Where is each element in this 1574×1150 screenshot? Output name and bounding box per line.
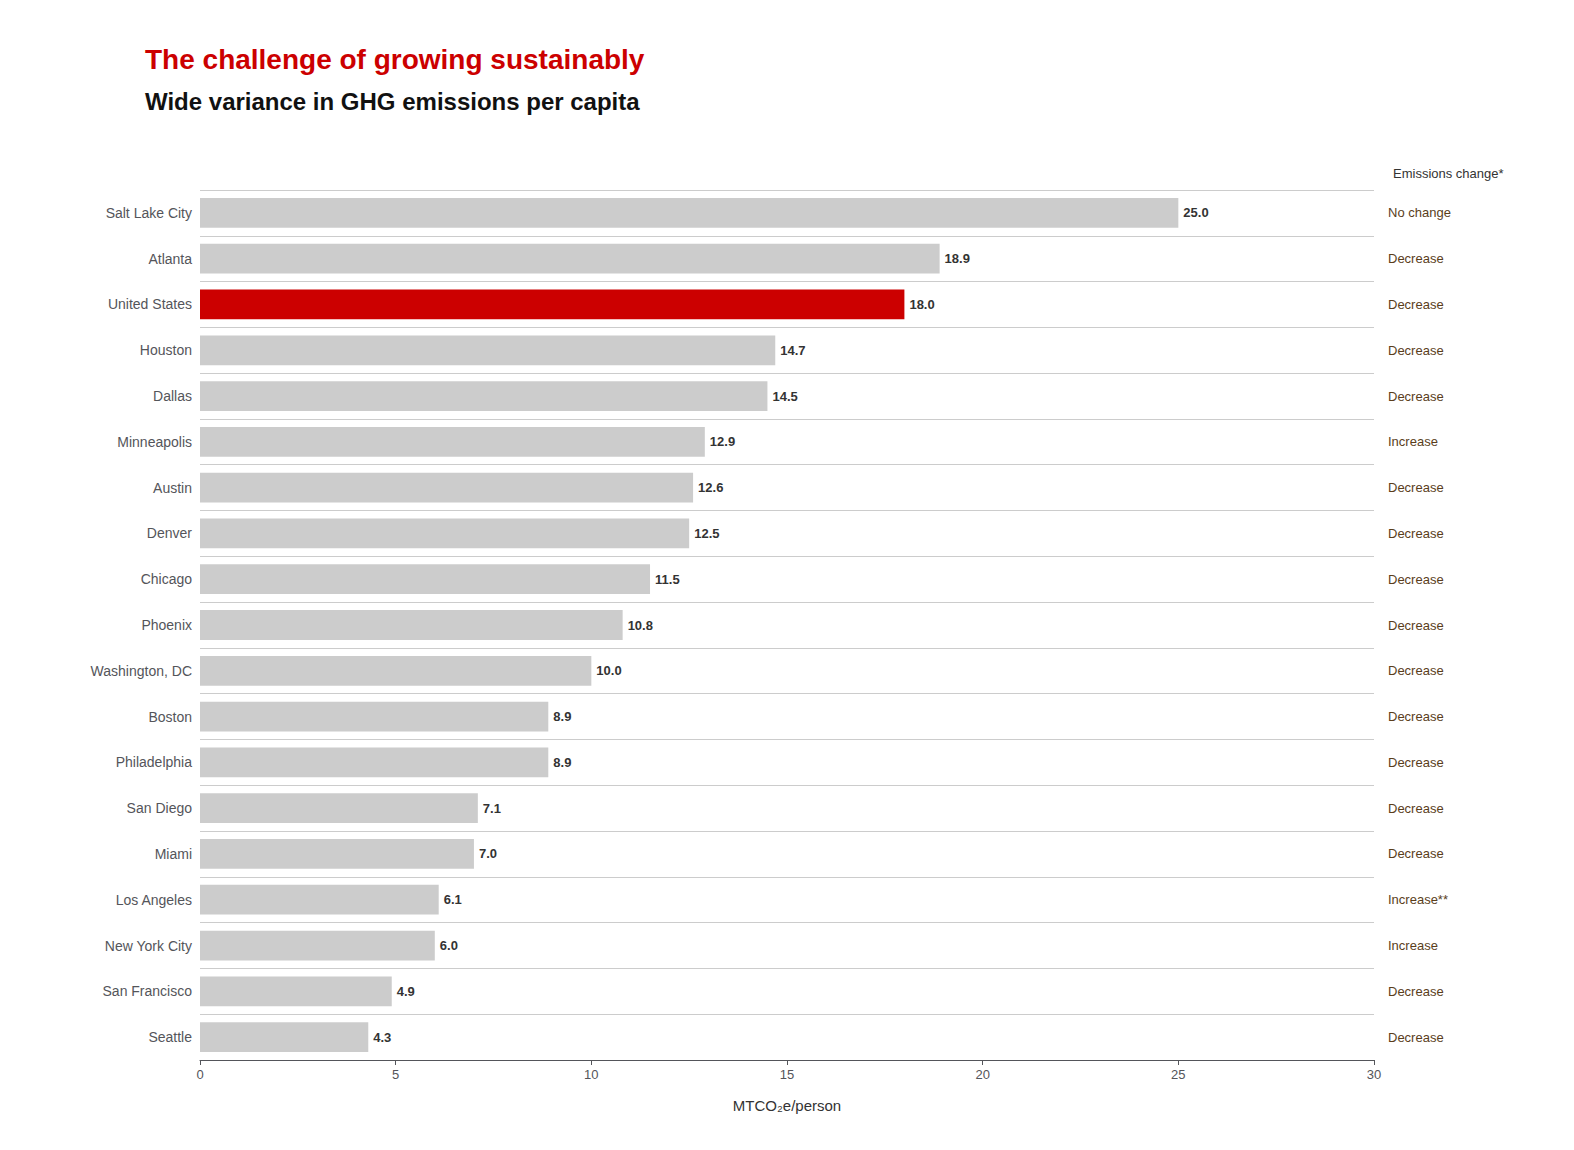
svg-text:Houston: Houston xyxy=(140,342,192,358)
svg-text:7.1: 7.1 xyxy=(483,801,501,816)
svg-text:San Diego: San Diego xyxy=(127,800,193,816)
svg-text:Decrease: Decrease xyxy=(1388,297,1444,312)
svg-text:Decrease: Decrease xyxy=(1388,755,1444,770)
svg-text:11.5: 11.5 xyxy=(655,572,680,587)
svg-text:MTCO₂e/person: MTCO₂e/person xyxy=(733,1097,841,1114)
svg-text:Chicago: Chicago xyxy=(141,571,193,587)
svg-text:Decrease: Decrease xyxy=(1388,572,1444,587)
svg-text:8.9: 8.9 xyxy=(553,709,571,724)
svg-text:San Francisco: San Francisco xyxy=(103,983,193,999)
svg-text:Increase: Increase xyxy=(1388,938,1438,953)
svg-text:New York City: New York City xyxy=(105,938,192,954)
svg-text:Los Angeles: Los Angeles xyxy=(116,892,192,908)
svg-text:Phoenix: Phoenix xyxy=(141,617,192,633)
svg-text:25.0: 25.0 xyxy=(1183,205,1208,220)
svg-text:Salt Lake City: Salt Lake City xyxy=(106,205,192,221)
svg-text:Decrease: Decrease xyxy=(1388,801,1444,816)
svg-text:Decrease: Decrease xyxy=(1388,709,1444,724)
svg-text:Dallas: Dallas xyxy=(153,388,192,404)
svg-text:Decrease: Decrease xyxy=(1388,389,1444,404)
svg-text:Increase: Increase xyxy=(1388,434,1438,449)
svg-text:Emissions change*: Emissions change* xyxy=(1393,166,1504,181)
svg-text:12.5: 12.5 xyxy=(694,526,719,541)
svg-text:Decrease: Decrease xyxy=(1388,480,1444,495)
svg-text:Decrease: Decrease xyxy=(1388,984,1444,999)
svg-text:20: 20 xyxy=(975,1067,989,1082)
svg-text:10.0: 10.0 xyxy=(596,663,621,678)
svg-text:0: 0 xyxy=(196,1067,203,1082)
svg-text:United States: United States xyxy=(108,296,192,312)
svg-text:Washington, DC: Washington, DC xyxy=(91,663,192,679)
svg-text:The challenge of growing susta: The challenge of growing sustainably xyxy=(145,44,645,75)
svg-text:8.9: 8.9 xyxy=(553,755,571,770)
svg-text:Minneapolis: Minneapolis xyxy=(117,434,192,450)
svg-text:10.8: 10.8 xyxy=(628,618,653,633)
svg-text:6.1: 6.1 xyxy=(444,892,462,907)
svg-text:Atlanta: Atlanta xyxy=(148,251,192,267)
svg-text:4.3: 4.3 xyxy=(373,1030,391,1045)
svg-text:Miami: Miami xyxy=(155,846,192,862)
svg-text:Austin: Austin xyxy=(153,480,192,496)
svg-text:15: 15 xyxy=(780,1067,794,1082)
svg-text:Decrease: Decrease xyxy=(1388,663,1444,678)
svg-text:No change: No change xyxy=(1388,205,1451,220)
svg-text:25: 25 xyxy=(1171,1067,1185,1082)
svg-text:Decrease: Decrease xyxy=(1388,846,1444,861)
svg-text:18.9: 18.9 xyxy=(945,251,970,266)
svg-text:Wide variance in GHG emissions: Wide variance in GHG emissions per capit… xyxy=(145,88,640,115)
svg-text:Seattle: Seattle xyxy=(148,1029,192,1045)
svg-text:Decrease: Decrease xyxy=(1388,251,1444,266)
svg-text:10: 10 xyxy=(584,1067,598,1082)
svg-text:12.9: 12.9 xyxy=(710,434,735,449)
svg-text:6.0: 6.0 xyxy=(440,938,458,953)
svg-text:12.6: 12.6 xyxy=(698,480,723,495)
svg-text:Decrease: Decrease xyxy=(1388,618,1444,633)
svg-text:30: 30 xyxy=(1367,1067,1381,1082)
svg-text:Denver: Denver xyxy=(147,525,192,541)
svg-text:7.0: 7.0 xyxy=(479,846,497,861)
svg-text:Decrease: Decrease xyxy=(1388,343,1444,358)
svg-text:4.9: 4.9 xyxy=(397,984,415,999)
svg-text:5: 5 xyxy=(392,1067,399,1082)
svg-text:14.7: 14.7 xyxy=(780,343,805,358)
svg-text:Decrease: Decrease xyxy=(1388,1030,1444,1045)
svg-text:Boston: Boston xyxy=(148,709,192,725)
svg-text:18.0: 18.0 xyxy=(909,297,934,312)
svg-text:Philadelphia: Philadelphia xyxy=(116,754,192,770)
svg-text:Decrease: Decrease xyxy=(1388,526,1444,541)
svg-text:Increase**: Increase** xyxy=(1388,892,1448,907)
svg-text:14.5: 14.5 xyxy=(772,389,797,404)
